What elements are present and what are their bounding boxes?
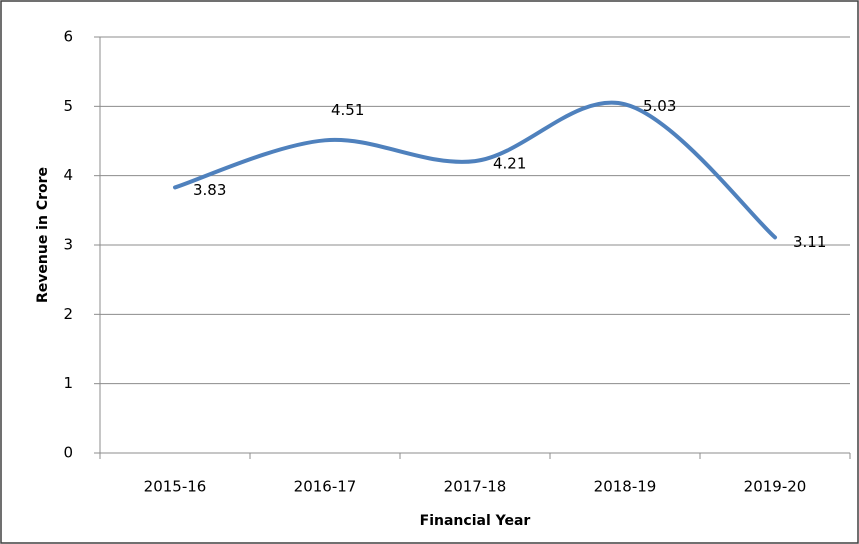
y-tick-label: 2 [63, 305, 73, 323]
x-axis-title: Financial Year [420, 513, 531, 529]
x-tick-label: 2015-16 [144, 478, 207, 496]
y-tick-label: 5 [63, 97, 73, 115]
data-label: 4.21 [493, 155, 526, 173]
y-tick-label: 0 [63, 444, 73, 462]
y-tick-label: 3 [63, 236, 73, 254]
data-label: 3.11 [793, 233, 826, 251]
data-label: 4.51 [331, 101, 364, 119]
data-label: 3.83 [193, 181, 226, 199]
y-tick-label: 4 [63, 166, 73, 184]
line-series [173, 100, 777, 240]
x-tick-label: 2017-18 [444, 478, 507, 496]
x-tick-label: 2018-19 [594, 478, 657, 496]
data-label: 5.03 [643, 97, 676, 115]
x-tick-label: 2019-20 [744, 478, 807, 496]
y-axis-title: Revenue in Crore [35, 167, 51, 303]
x-tick-label: 2016-17 [294, 478, 357, 496]
y-tick-label: 1 [63, 374, 73, 392]
y-tick-label: 6 [63, 28, 73, 46]
